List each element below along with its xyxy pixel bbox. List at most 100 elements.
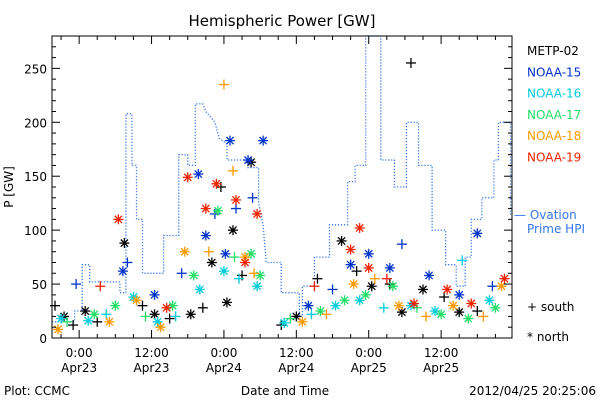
data-point-noaa-15 [247,192,258,203]
data-point-noaa-17 [188,270,199,281]
data-point-noaa-18 [369,273,380,284]
data-point-noaa-18 [496,281,507,292]
plot-credit: Plot: CCMC [4,384,70,398]
x-tick-label-time: 0:00 [210,346,237,360]
data-point-noaa-18 [297,316,308,327]
data-point-noaa-19 [161,302,172,313]
series-layer [50,35,512,335]
series-noaa-19 [95,172,510,313]
data-point-noaa-17 [110,300,121,311]
data-point-noaa-15 [176,268,187,279]
data-point-noaa-19 [381,273,392,284]
legend-entry-metp-02: METP-02 [527,44,579,58]
x-tick-label-time: 12:00 [134,346,169,360]
data-point-noaa-15 [117,266,128,277]
data-point-noaa-15 [122,257,133,268]
data-point-noaa-17 [490,302,501,313]
data-point-noaa-17 [315,306,326,317]
data-point-noaa-19 [200,203,211,214]
data-point-noaa-18 [131,295,142,306]
data-point-metp-02 [92,316,103,327]
data-point-metp-02 [454,307,465,318]
y-tick-label: 0 [39,332,47,346]
data-point-noaa-16 [194,284,205,295]
x-tick-label-date: Apr24 [278,361,314,375]
data-point-noaa-15 [303,300,314,311]
legend-entry-noaa-16: NOAA-16 [527,87,581,101]
series-noaa-18 [53,79,507,335]
data-point-noaa-16 [306,309,317,320]
x-tick-label-date: Apr25 [423,361,459,375]
legend-entry-noaa-15: NOAA-15 [527,65,581,79]
data-point-noaa-16 [430,306,441,317]
data-point-noaa-15 [454,289,465,300]
data-point-noaa-16 [152,316,163,327]
marker-legend-south: + south [527,300,574,314]
data-point-noaa-18 [227,165,238,176]
data-point-metp-02 [227,225,238,236]
data-point-noaa-18 [321,309,332,320]
data-point-noaa-19 [354,222,365,233]
data-point-noaa-19 [466,298,477,309]
data-point-noaa-15 [71,279,82,290]
data-point-noaa-19 [345,244,356,255]
data-point-noaa-15 [220,248,231,259]
data-point-noaa-18 [155,322,166,333]
data-point-noaa-18 [348,279,359,290]
data-point-metp-02 [80,306,91,317]
data-point-noaa-16 [279,317,290,328]
data-point-noaa-17 [89,309,100,320]
data-point-noaa-16 [170,311,181,322]
data-point-noaa-15 [424,270,435,281]
data-point-noaa-18 [478,311,489,322]
legend-entry-noaa-19: NOAA-19 [527,151,581,165]
data-point-metp-02 [418,284,429,295]
data-point-noaa-18 [421,311,432,322]
data-point-noaa-15 [258,135,269,146]
data-point-noaa-15 [224,135,235,146]
data-point-metp-02 [439,292,450,303]
axes-layer: 0501001502002500:00Apr2312:00Apr230:00Ap… [24,35,513,375]
ovation-legend-label-2: Prime HPI [527,222,585,236]
data-point-noaa-16 [457,255,468,266]
data-point-noaa-15 [345,259,356,270]
data-point-metp-02 [405,57,416,68]
y-tick-label: 50 [32,278,47,292]
y-tick-label: 200 [24,116,47,130]
data-point-metp-02 [351,266,362,277]
x-tick-label-date: Apr23 [61,361,97,375]
ovation-prime-hpi-line [52,35,512,323]
data-point-noaa-17 [463,313,474,324]
data-point-noaa-16 [378,302,389,313]
data-point-noaa-15 [193,169,204,180]
data-point-noaa-16 [101,309,112,320]
legend-entry-noaa-18: NOAA-18 [527,129,581,143]
data-point-noaa-19 [363,262,374,273]
x-axis-label: Date and Time [241,384,329,398]
data-point-metp-02 [185,309,196,320]
data-point-noaa-18 [179,246,190,257]
data-point-noaa-15 [200,230,211,241]
data-point-noaa-16 [83,315,94,326]
data-point-noaa-17 [229,252,240,263]
data-point-noaa-19 [309,281,320,292]
data-point-noaa-19 [499,273,510,284]
x-tick-label-date: Apr24 [206,361,242,375]
data-point-noaa-17 [212,205,223,216]
data-point-noaa-19 [113,214,124,225]
data-point-noaa-15 [363,248,374,259]
data-point-noaa-18 [249,268,260,279]
data-point-noaa-19 [182,172,193,183]
data-point-metp-02 [137,300,148,311]
data-point-noaa-16 [252,281,263,292]
data-point-metp-02 [221,297,232,308]
x-tick-label-time: 0:00 [66,346,93,360]
data-point-noaa-16 [218,266,229,277]
x-tick-label-time: 0:00 [355,346,382,360]
y-tick-label: 250 [24,62,47,76]
data-point-noaa-18 [448,300,459,311]
data-point-noaa-15 [487,281,498,292]
x-tick-label-time: 12:00 [279,346,314,360]
